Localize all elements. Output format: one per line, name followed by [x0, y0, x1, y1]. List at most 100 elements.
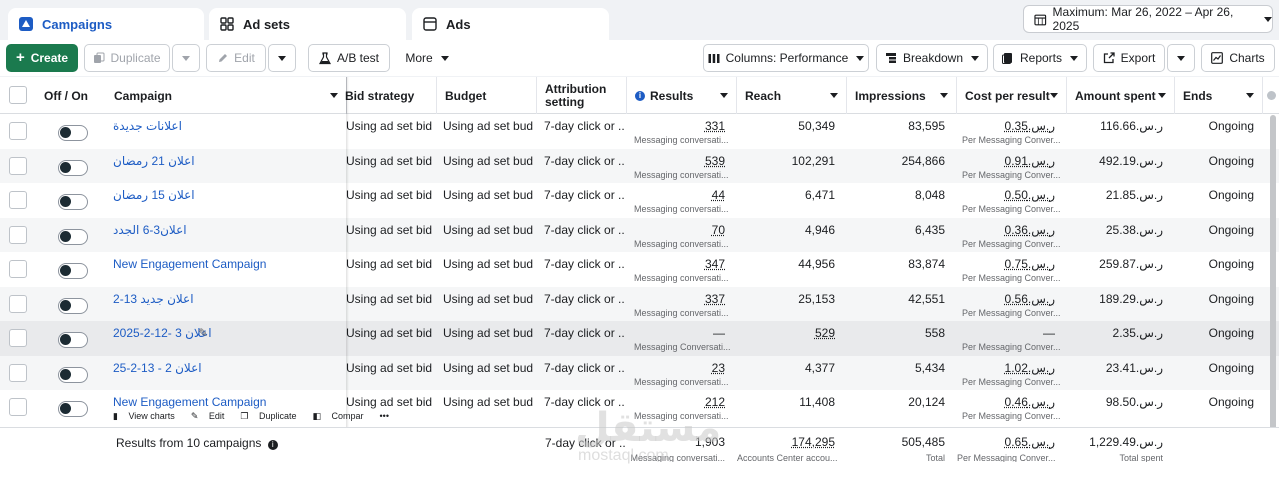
- breakdown-button[interactable]: Breakdown: [876, 44, 988, 72]
- results-value[interactable]: 347: [704, 257, 725, 271]
- select-all-checkbox[interactable]: [9, 86, 27, 104]
- row-checkbox[interactable]: [9, 260, 27, 278]
- results-value[interactable]: 337: [704, 291, 725, 306]
- row-checkbox[interactable]: [9, 363, 27, 382]
- campaign-toggle[interactable]: [58, 332, 88, 348]
- tab-campaigns[interactable]: Campaigns: [8, 8, 204, 40]
- duplicate-dropdown[interactable]: [172, 44, 200, 72]
- header-budget[interactable]: Budget: [437, 77, 537, 114]
- more-actions-icon[interactable]: •••: [379, 411, 389, 421]
- cpr-value[interactable]: ر.س.0.46: [1004, 395, 1055, 409]
- table-row[interactable]: اعلان3-6 الجدد Using ad set bid ... Usin…: [0, 217, 1279, 252]
- campaign-name-link[interactable]: اعلان3-6 الجدد: [113, 222, 187, 237]
- results-value[interactable]: 212: [704, 395, 725, 409]
- row-checkbox[interactable]: [9, 329, 27, 347]
- campaign-toggle[interactable]: [58, 228, 88, 245]
- export-dropdown[interactable]: [1167, 44, 1195, 72]
- duplicate-button[interactable]: Duplicate: [84, 44, 170, 72]
- results-value[interactable]: 331: [704, 119, 725, 133]
- edit-dropdown[interactable]: [268, 44, 296, 72]
- cpr-value[interactable]: ر.س.0.35: [1004, 119, 1055, 133]
- campaign-name-link[interactable]: اعلان 2 - 13-2-25: [113, 360, 202, 375]
- header-amount-spent[interactable]: Amount spent: [1067, 77, 1175, 114]
- table-row[interactable]: اعلان 15 رمضان Using ad set bid ... Usin…: [0, 183, 1279, 218]
- ab-test-button[interactable]: A/B test: [308, 44, 390, 72]
- bid-strategy-cell: Using ad set bid ...: [346, 188, 436, 202]
- header-campaign[interactable]: Campaign: [106, 77, 347, 114]
- cost-per-result-cell: ر.س.0.35 Per Messaging Conver...: [957, 114, 1067, 148]
- edit-button[interactable]: Edit: [206, 44, 266, 72]
- add-column-icon[interactable]: [1267, 91, 1276, 100]
- table-row[interactable]: New Engagement Campaign Using ad set bid…: [0, 252, 1279, 287]
- campaign-name-link[interactable]: New Engagement Campaign: [113, 395, 267, 409]
- totals-reach-value[interactable]: 174,295: [791, 435, 835, 449]
- campaign-name-link[interactable]: اعلان 15 رمضان: [113, 188, 195, 202]
- campaign-toggle[interactable]: [58, 194, 88, 210]
- cpr-value[interactable]: ر.س.0.56: [1004, 291, 1055, 306]
- totals-cpr-value[interactable]: ر.س.0.65: [1004, 435, 1055, 449]
- date-range-picker[interactable]: Maximum: Mar 26, 2022 – Apr 26, 2025: [1023, 5, 1273, 33]
- duplicate-action[interactable]: ❐ Duplicate: [240, 411, 304, 421]
- chevron-down-icon: [856, 55, 865, 61]
- campaign-toggle[interactable]: [58, 125, 88, 141]
- amount-spent-cell: ر.س.98.50: [1105, 395, 1163, 409]
- cost-per-result-cell: ر.س.0.50 Per Messaging Conver...: [957, 183, 1067, 217]
- header-impressions[interactable]: Impressions: [847, 77, 957, 114]
- create-button[interactable]: + Create: [6, 44, 78, 72]
- header-label: Cost per result: [965, 88, 1050, 103]
- campaign-toggle[interactable]: [58, 297, 88, 314]
- toggle-knob: [60, 265, 71, 276]
- campaign-toggle[interactable]: [58, 401, 88, 417]
- cpr-value[interactable]: —: [1043, 326, 1055, 340]
- table-row[interactable]: New Engagement Campaign Using ad set bid…: [0, 390, 1279, 425]
- table-row[interactable]: اعلان 21 رمضان Using ad set bid ... Usin…: [0, 148, 1279, 183]
- campaign-toggle[interactable]: [58, 366, 88, 383]
- row-checkbox[interactable]: [9, 294, 27, 313]
- cpr-value[interactable]: ر.س.1.02: [1004, 360, 1055, 375]
- row-checkbox[interactable]: [9, 122, 27, 140]
- cpr-value[interactable]: ر.س.0.75: [1004, 257, 1055, 271]
- campaign-name-link[interactable]: اعلان 21 رمضان: [113, 153, 195, 168]
- results-value[interactable]: 23: [711, 360, 725, 375]
- table-row[interactable]: اعلان 3 -12-2-2025 ✎ Using ad set bid ..…: [0, 321, 1279, 356]
- pencil-icon[interactable]: ✎: [198, 326, 209, 340]
- compare-action[interactable]: ◧ Compar: [312, 411, 371, 421]
- columns-button[interactable]: Columns: Performance: [703, 44, 869, 72]
- results-value[interactable]: 70: [711, 222, 725, 237]
- view-charts-action[interactable]: ▮ View charts: [113, 411, 183, 421]
- cpr-value[interactable]: ر.س.0.36: [1004, 222, 1055, 237]
- more-button[interactable]: More: [396, 44, 458, 72]
- campaign-toggle[interactable]: [58, 159, 88, 176]
- table-row[interactable]: اعلانات جديدة Using ad set bid ... Using…: [0, 114, 1279, 149]
- campaign-name-link[interactable]: اعلانات جديدة: [113, 119, 182, 133]
- export-button[interactable]: Export: [1093, 44, 1165, 72]
- row-checkbox[interactable]: [9, 225, 27, 244]
- cpr-value[interactable]: ر.س.0.91: [1004, 153, 1055, 168]
- results-value[interactable]: —: [713, 326, 725, 340]
- campaign-name-link[interactable]: اعلان جديد 13-2: [113, 291, 194, 306]
- table-row[interactable]: اعلان جديد 13-2 Using ad set bid ... Usi…: [0, 286, 1279, 321]
- header-cost-per-result[interactable]: Cost per result: [957, 77, 1067, 114]
- header-select-all[interactable]: [0, 77, 36, 114]
- tab-ads[interactable]: Ads: [412, 8, 609, 40]
- campaign-name-link[interactable]: اعلان 3 -12-2-2025: [113, 326, 212, 340]
- tab-ad-sets[interactable]: Ad sets: [209, 8, 406, 40]
- campaign-name-link[interactable]: New Engagement Campaign: [113, 257, 267, 271]
- campaign-toggle[interactable]: [58, 263, 88, 279]
- edit-action[interactable]: ✎ Edit: [191, 411, 233, 421]
- header-bid-strategy[interactable]: Bid strategy: [337, 77, 437, 114]
- reports-button[interactable]: Reports: [993, 44, 1087, 72]
- row-checkbox[interactable]: [9, 191, 27, 209]
- cpr-value[interactable]: ر.س.0.50: [1004, 188, 1055, 202]
- results-value[interactable]: 539: [704, 153, 725, 168]
- results-value[interactable]: 44: [711, 188, 725, 202]
- charts-button[interactable]: Charts: [1201, 44, 1275, 72]
- header-attribution[interactable]: Attribution setting: [537, 77, 627, 114]
- row-checkbox[interactable]: [9, 398, 27, 416]
- table-row[interactable]: اعلان 2 - 13-2-25 Using ad set bid ... U…: [0, 355, 1279, 390]
- header-results[interactable]: i Results: [627, 77, 737, 114]
- header-ends[interactable]: Ends: [1175, 77, 1263, 114]
- row-checkbox[interactable]: [9, 156, 27, 175]
- header-reach[interactable]: Reach: [737, 77, 847, 114]
- vertical-scrollbar[interactable]: [1270, 115, 1276, 431]
